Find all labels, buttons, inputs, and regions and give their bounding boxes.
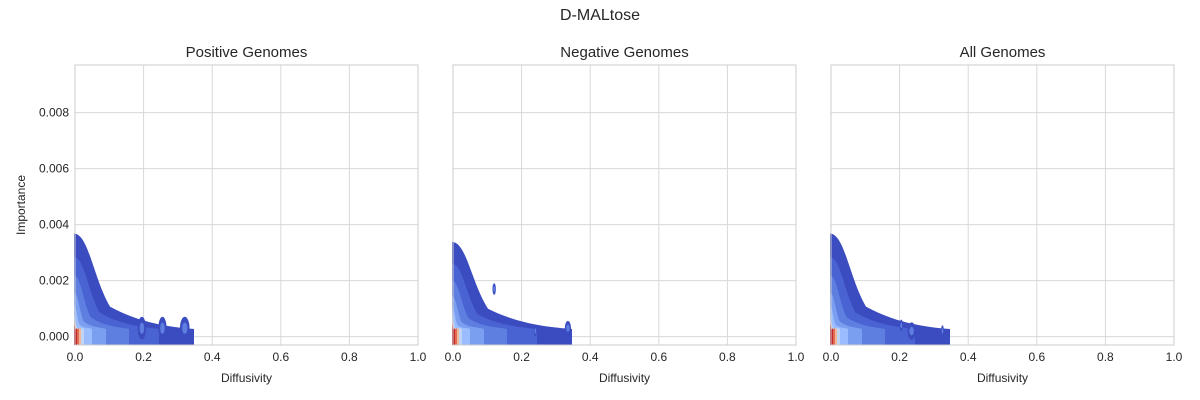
kde-blob-core	[909, 326, 914, 336]
y-axis-label: Importance	[14, 175, 28, 235]
kde-blob-core	[493, 286, 496, 292]
x-tick-label: 0.0	[67, 350, 84, 364]
figure-title: D-MALtose	[560, 7, 640, 24]
kde-blob-core	[534, 328, 537, 334]
subplot-title: Positive Genomes	[186, 44, 308, 61]
kde-blob-core	[900, 322, 903, 329]
y-tick-label: 0.000	[39, 330, 69, 344]
y-tick-label: 0.006	[39, 162, 69, 176]
x-tick-label: 1.0	[410, 350, 427, 364]
x-tick-label: 0.2	[513, 350, 530, 364]
x-tick-label: 0.2	[135, 350, 152, 364]
subplot-1: Positive Genomes 0.0 0.2 0.4 0.6 0.8 1.0 Diffus…	[14, 44, 427, 385]
x-tick-label: 0.8	[719, 350, 736, 364]
x-tick-label: 0.8	[1097, 350, 1114, 364]
x-tick-label: 1.0	[788, 350, 805, 364]
x-tick-label: 0.6	[650, 350, 667, 364]
x-axis-label: Diffusivity	[221, 371, 272, 385]
kde-blob-core	[139, 322, 145, 334]
x-tick-label: 0.6	[272, 350, 289, 364]
subplot-title: Negative Genomes	[560, 44, 688, 61]
x-axis-label: Diffusivity	[977, 371, 1028, 385]
subplot-2: Negative Genomes 0.0 0.2 0.4 0.6 0.8 1.0 Diffus…	[445, 44, 805, 385]
x-tick-label: 0.0	[445, 350, 462, 364]
kde-blob-core	[160, 322, 165, 334]
subplot-3: All Genomes 0.0 0.2 0.4 0.6 0.8 1.0 Diffusivity	[823, 44, 1183, 385]
y-tick-label: 0.008	[39, 106, 69, 120]
x-axis-label: Diffusivity	[599, 371, 650, 385]
kde-blob-core	[566, 324, 570, 332]
plot-frame	[830, 64, 1175, 346]
x-tick-label: 0.6	[1028, 350, 1045, 364]
x-tick-label: 0.4	[582, 350, 599, 364]
x-tick-label: 0.8	[341, 350, 358, 364]
x-tick-label: 0.4	[960, 350, 977, 364]
x-tick-label: 0.2	[891, 350, 908, 364]
plot-frame	[74, 64, 419, 346]
x-tick-label: 0.4	[204, 350, 221, 364]
y-tick-label: 0.002	[39, 274, 69, 288]
x-tick-label: 1.0	[1166, 350, 1183, 364]
plot-frame	[452, 64, 797, 346]
subplots: Positive Genomes 0.0 0.2 0.4 0.6 0.8 1.0 Diffus…	[14, 44, 1183, 385]
x-tick-label: 0.0	[823, 350, 840, 364]
y-tick-label: 0.004	[39, 218, 69, 232]
subplot-title: All Genomes	[960, 44, 1046, 61]
kde-blob-core	[941, 328, 944, 334]
kde-blob-core	[182, 322, 188, 334]
